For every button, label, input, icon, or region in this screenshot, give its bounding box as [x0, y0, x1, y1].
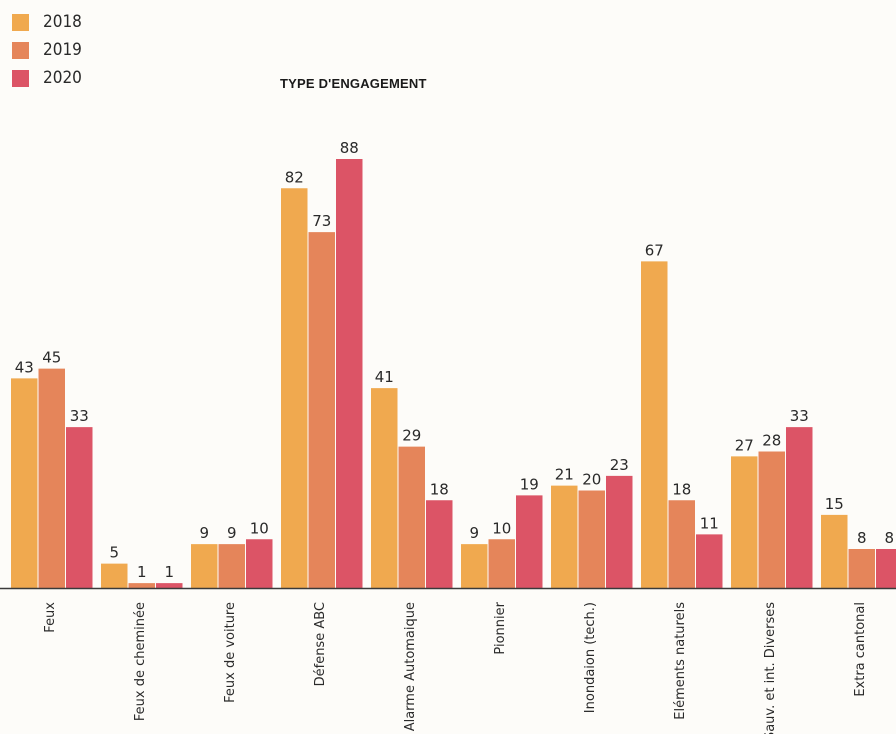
bar-3-2020 [246, 539, 273, 588]
data-label-1-2019: 45 [42, 349, 61, 367]
bar-6-2018 [461, 544, 488, 588]
bar-7-2018 [551, 485, 578, 588]
bar-4-2018 [281, 188, 308, 588]
data-label-1-2020: 33 [70, 407, 89, 425]
category-label-2: Feux de cheminée [133, 602, 148, 721]
data-label-7-2018: 21 [555, 466, 574, 484]
data-label-4-2019: 73 [312, 212, 331, 230]
bar-5-2020 [426, 500, 453, 588]
legend-swatch-2020 [12, 69, 29, 87]
bar-2-2020 [156, 583, 183, 588]
bar-6-2020 [516, 495, 543, 588]
bar-7-2020 [606, 475, 633, 588]
legend-item-2018: 2018 [12, 8, 82, 36]
data-label-10-2019: 8 [857, 529, 867, 547]
bar-5-2018 [371, 388, 398, 588]
data-label-5-2018: 41 [375, 368, 394, 386]
category-label-8: Eléments naturels [673, 602, 688, 720]
data-label-9-2018: 27 [735, 436, 754, 454]
bar-8-2019 [668, 500, 695, 588]
bar-1-2020 [66, 427, 93, 588]
bar-10-2018 [821, 514, 848, 588]
bar-9-2018 [731, 456, 758, 588]
category-label-5: Alarme Automaique [403, 602, 418, 731]
data-label-10-2020: 8 [884, 529, 894, 547]
data-label-5-2020: 18 [430, 480, 449, 498]
data-label-6-2018: 9 [469, 524, 479, 542]
category-label-1: Feux [43, 602, 58, 633]
bar-1-2018 [11, 378, 38, 588]
data-label-8-2019: 18 [672, 480, 691, 498]
bar-4-2019 [308, 232, 335, 588]
bar-2-2018 [101, 563, 128, 588]
legend-swatch-2019 [12, 41, 29, 59]
category-label-7: Inondaion (tech.) [583, 602, 598, 713]
bar-3-2018 [191, 544, 218, 588]
bar-5-2019 [398, 446, 425, 588]
legend-label-2018: 2018 [43, 12, 82, 32]
category-label-3: Feux de voiture [223, 602, 238, 703]
data-label-7-2019: 20 [582, 471, 601, 489]
data-label-4-2020: 88 [340, 139, 359, 157]
category-label-10: Extra cantonal [853, 602, 868, 697]
bar-10-2020 [876, 549, 896, 588]
data-label-1-2018: 43 [15, 358, 34, 376]
legend-swatch-2018 [12, 13, 29, 31]
bar-2-2019 [128, 583, 155, 588]
bar-4-2020 [336, 159, 363, 588]
category-label-4: Défense ABC [313, 602, 328, 686]
legend-label-2019: 2019 [43, 40, 82, 60]
bar-1-2019 [38, 368, 65, 588]
bar-3-2019 [218, 544, 245, 588]
bar-10-2019 [848, 549, 875, 588]
data-label-5-2019: 29 [402, 427, 421, 445]
data-label-9-2019: 28 [762, 432, 781, 450]
data-label-2-2019: 1 [137, 563, 147, 581]
data-label-2-2018: 5 [109, 544, 119, 562]
bar-8-2018 [641, 261, 668, 588]
bar-7-2019 [578, 490, 605, 588]
data-label-4-2018: 82 [285, 168, 304, 186]
data-label-2-2020: 1 [164, 563, 174, 581]
legend-item-2020: 2020 [12, 64, 82, 92]
category-label-9: Sauv. et int. Diverses [763, 602, 778, 734]
bar-9-2019 [758, 451, 785, 588]
bar-9-2020 [786, 427, 813, 588]
data-label-8-2018: 67 [645, 241, 664, 259]
legend-item-2019: 2019 [12, 36, 82, 64]
data-label-3-2019: 9 [227, 524, 237, 542]
data-label-10-2018: 15 [825, 495, 844, 513]
data-label-6-2019: 10 [492, 519, 511, 537]
legend: 2018 2019 2020 [12, 8, 82, 92]
data-label-8-2020: 11 [700, 514, 719, 532]
data-label-7-2020: 23 [610, 456, 629, 474]
data-label-3-2020: 10 [250, 519, 269, 537]
bar-6-2019 [488, 539, 515, 588]
chart-title: TYPE D'ENGAGEMENT [280, 76, 427, 91]
data-label-6-2020: 19 [520, 475, 539, 493]
data-label-3-2018: 9 [199, 524, 209, 542]
category-label-6: Pionnier [493, 601, 508, 654]
bar-8-2020 [696, 534, 723, 588]
data-label-9-2020: 33 [790, 407, 809, 425]
legend-label-2020: 2020 [43, 68, 82, 88]
